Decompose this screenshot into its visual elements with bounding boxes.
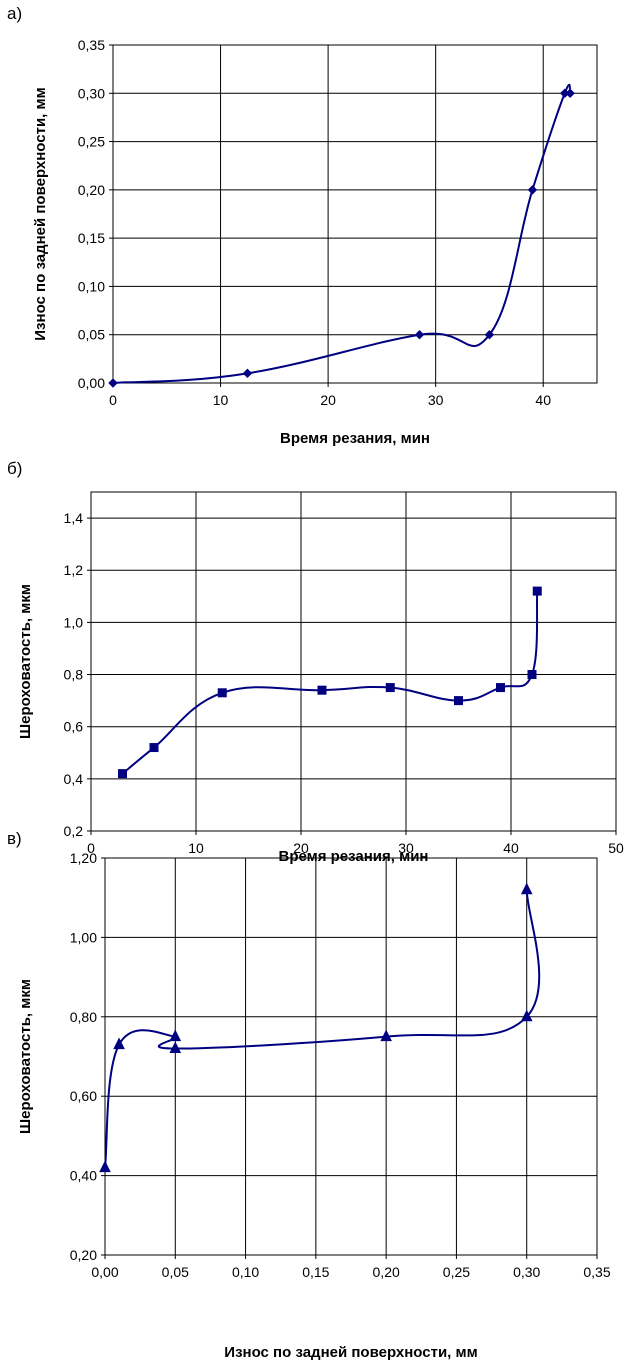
y-tick-label: 0,8 xyxy=(64,667,84,683)
series-line xyxy=(121,591,539,775)
series-line xyxy=(112,83,572,384)
y-tick-label: 0,2 xyxy=(64,823,84,839)
data-point-triangle xyxy=(520,882,533,895)
data-point-triangle xyxy=(169,1029,182,1042)
x-tick-label: 0,20 xyxy=(373,1264,400,1280)
y-tick-label: 0,60 xyxy=(70,1088,97,1104)
x-tick-label: 0,00 xyxy=(91,1264,118,1280)
y-tick-label: 0,4 xyxy=(64,771,84,787)
plot-area xyxy=(104,857,598,1256)
data-point-square xyxy=(454,696,463,706)
series-line xyxy=(104,889,541,1168)
x-axis-title: Время резания, мин xyxy=(280,430,430,447)
data-point-square xyxy=(217,688,227,698)
x-tick-label: 0,15 xyxy=(302,1264,329,1280)
data-point-triangle xyxy=(380,1029,392,1042)
y-tick-label: 0,00 xyxy=(78,375,105,391)
chart-svg: 0,00 0,05 0,10 0,15 0,20 0,25 0,30 0,35 0 10 20 30 4… xyxy=(32,37,598,447)
x-tick-label: 20 xyxy=(320,392,336,408)
data-point-diamond xyxy=(527,185,538,195)
x-tick-label: 0,35 xyxy=(583,1264,610,1280)
data-point-diamond xyxy=(565,88,575,98)
plot-area xyxy=(112,44,598,384)
x-tick-label: 0,10 xyxy=(232,1264,259,1280)
y-tick-label: 1,0 xyxy=(64,614,84,630)
y-tick-label: 0,05 xyxy=(78,327,105,343)
data-point-diamond xyxy=(108,378,118,388)
y-tick-label: 0,20 xyxy=(70,1247,97,1263)
y-tick-label: 1,2 xyxy=(64,562,84,578)
x-tick-label: 20 xyxy=(293,840,309,856)
data-point-square xyxy=(527,670,537,680)
y-tick-label: 0,20 xyxy=(78,182,105,198)
x-tick-label: 0 xyxy=(87,840,95,856)
plot-area xyxy=(90,491,617,832)
chart-panel-b: б) 0,2 0,4 0,6 0,8 1,0 1,2 1,4 0 10 20 30 40 50 Время… xyxy=(0,455,625,865)
data-point-square xyxy=(118,769,127,779)
y-tick-label: 0,10 xyxy=(78,278,105,294)
x-tick-label: 0 xyxy=(109,392,117,408)
y-tick-label: 0,80 xyxy=(70,1009,97,1025)
y-axis-title: Шероховатость, мкм xyxy=(17,979,34,1134)
panel-label: б) xyxy=(7,459,23,478)
panel-label: а) xyxy=(7,4,23,23)
y-tick-label: 0,15 xyxy=(78,230,105,246)
x-tick-label: 0,25 xyxy=(443,1264,470,1280)
data-point-square xyxy=(385,683,395,693)
y-tick-label: 0,40 xyxy=(70,1168,97,1184)
x-tick-label: 40 xyxy=(535,392,551,408)
data-point-triangle xyxy=(169,1041,182,1054)
chart-svg: 0,20 0,40 0,60 0,80 1,00 1,20 0,00 0,05 0,10 0,15… xyxy=(17,850,611,1361)
data-point-triangle xyxy=(113,1037,125,1050)
y-tick-label: 1,20 xyxy=(70,850,97,866)
y-tick-label: 1,4 xyxy=(64,510,84,526)
data-point-diamond xyxy=(484,330,495,340)
y-tick-label: 0,30 xyxy=(78,85,105,101)
x-tick-label: 0,05 xyxy=(162,1264,189,1280)
x-axis-title: Износ по задней поверхности, мм xyxy=(224,1344,477,1361)
data-point-square xyxy=(496,683,505,693)
y-tick-label: 0,35 xyxy=(78,37,105,53)
panel-label: в) xyxy=(7,829,22,848)
data-point-square xyxy=(149,743,159,753)
data-point-square xyxy=(532,586,542,596)
y-tick-label: 1,00 xyxy=(70,929,97,945)
x-tick-label: 50 xyxy=(608,840,624,856)
y-axis-title: Шероховатость, мкм xyxy=(17,584,34,739)
chart-panel-c: в) 0,20 0,40 0,60 0,80 1,00 1,20 0,00 0,05 0,10 0… xyxy=(0,825,625,1364)
chart-panel-a: а) 0,00 0,05 0,10 0,15 0,20 0,25 0,30 0,35 0 10 20… xyxy=(0,0,625,455)
x-tick-label: 0,30 xyxy=(513,1264,540,1280)
x-tick-label: 40 xyxy=(503,840,519,856)
data-point-square xyxy=(317,685,327,695)
x-tick-label: 30 xyxy=(428,392,444,408)
data-point-triangle xyxy=(99,1160,111,1173)
x-tick-label: 10 xyxy=(188,840,204,856)
data-point-diamond xyxy=(414,330,425,340)
x-tick-label: 30 xyxy=(398,840,414,856)
y-axis-title: Износ по задней поверхности, мм xyxy=(32,87,49,340)
y-tick-label: 0,25 xyxy=(78,134,105,150)
data-point-triangle xyxy=(520,1009,533,1022)
data-point-diamond xyxy=(242,368,253,379)
x-tick-label: 10 xyxy=(213,392,229,408)
y-tick-label: 0,6 xyxy=(64,719,84,735)
